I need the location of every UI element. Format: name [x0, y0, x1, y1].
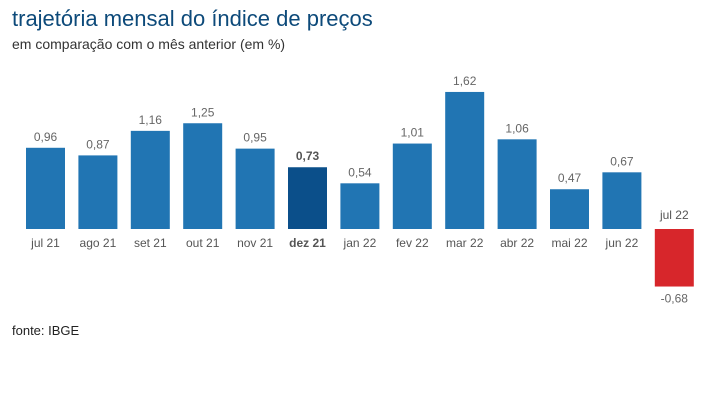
x-tick-label: jul 21 [30, 236, 60, 250]
bar [340, 183, 380, 229]
value-label: 0,95 [243, 131, 267, 145]
x-tick-label: mar 22 [446, 236, 484, 250]
value-label: 1,25 [191, 105, 215, 119]
value-label: -0,68 [661, 292, 689, 306]
x-tick-label: abr 22 [500, 236, 534, 250]
x-tick-label: mai 22 [551, 236, 587, 250]
x-tick-label: fev 22 [396, 236, 429, 250]
value-label: 0,47 [558, 171, 582, 185]
chart-subtitle: em comparação com o mês anterior (em %) [12, 36, 286, 52]
bar [26, 147, 65, 229]
value-label: 0,96 [34, 130, 58, 144]
bar [235, 148, 275, 229]
x-tick-label: jul 22 [659, 208, 689, 222]
x-tick-label: jan 22 [343, 236, 377, 250]
bar [550, 189, 589, 229]
bar [654, 229, 694, 287]
value-label: 1,16 [139, 113, 163, 127]
bar [183, 123, 223, 229]
bar [130, 130, 170, 229]
bar [392, 143, 432, 229]
value-label: 0,87 [86, 137, 110, 151]
source-note: fonte: IBGE [12, 323, 80, 338]
bar [497, 139, 537, 229]
value-label: 1,62 [453, 74, 477, 88]
value-label: 1,06 [505, 121, 529, 135]
value-label: 0,73 [296, 149, 320, 163]
bar [288, 167, 327, 229]
x-tick-label: ago 21 [80, 236, 117, 250]
x-tick-label: dez 21 [289, 236, 326, 250]
chart-title: trajetória mensal do índice de preços [12, 6, 373, 31]
value-label: 0,54 [348, 165, 372, 179]
bar [602, 172, 642, 229]
x-tick-label: jun 22 [605, 236, 639, 250]
x-tick-label: nov 21 [237, 236, 273, 250]
x-tick-label: set 21 [134, 236, 167, 250]
bar [78, 155, 118, 229]
value-label: 0,67 [610, 154, 634, 168]
x-tick-label: out 21 [186, 236, 220, 250]
bar [445, 91, 485, 229]
value-label: 1,01 [401, 126, 425, 140]
